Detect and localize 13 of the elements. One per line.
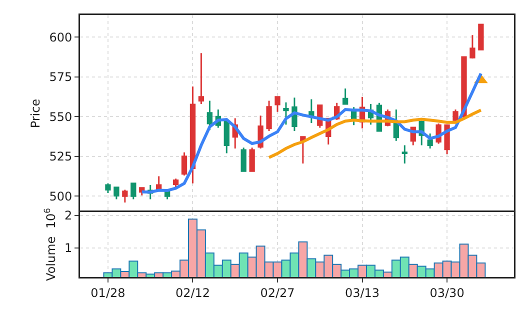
y-tick-label: 525 — [49, 150, 72, 164]
x-tick-label: 02/12 — [175, 286, 210, 300]
x-tick-label: 03/30 — [430, 286, 464, 300]
x-tick-label: 03/13 — [344, 286, 380, 300]
y-tick-label: 550 — [49, 110, 72, 124]
y-axis-title: Price — [28, 98, 43, 128]
x-tick-label: 01/28 — [90, 286, 126, 300]
y-tick-label: 600 — [49, 30, 72, 44]
y-tick-label: 1 — [64, 240, 72, 255]
y-tick-label: 575 — [49, 70, 72, 84]
x-tick-label: 02/27 — [260, 286, 295, 300]
y-tick-label: 2 — [64, 208, 72, 222]
y-tick-label: 500 — [49, 189, 72, 204]
